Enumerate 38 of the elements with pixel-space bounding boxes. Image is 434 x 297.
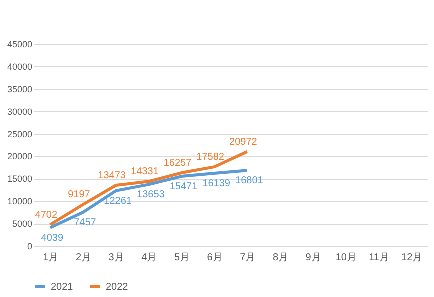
x-tick-label: 1月 (43, 252, 59, 264)
data-label: 9197 (68, 190, 91, 201)
legend-label: 2021 (51, 282, 74, 293)
y-tick-label: 40000 (7, 62, 32, 72)
x-tick-label: 5月 (174, 252, 190, 264)
x-tick-label: 12月 (402, 252, 423, 264)
data-label: 4039 (41, 232, 64, 244)
data-label: 16139 (202, 178, 231, 190)
x-tick-label: 8月 (272, 252, 289, 264)
x-tick-label: 10月 (336, 252, 357, 264)
y-tick-label: 10000 (7, 196, 32, 207)
data-label: 7457 (74, 218, 97, 229)
y-tick-label: 20000 (7, 152, 32, 162)
x-tick-label: 4月 (142, 252, 158, 264)
data-label: 20972 (230, 136, 258, 148)
x-tick-label: 11月 (369, 252, 390, 264)
x-tick-label: 7月 (240, 252, 256, 264)
legend-label: 2022 (106, 282, 129, 293)
x-tick-label: 6月 (207, 252, 223, 264)
data-label: 17582 (196, 152, 225, 164)
x-tick-label: 9月 (306, 252, 322, 264)
y-tick-label: 5000 (12, 219, 32, 230)
x-tick-label: 2月 (76, 252, 92, 264)
y-tick-label: 45000 (7, 40, 32, 50)
y-tick-label: 0 (27, 242, 32, 252)
x-tick-label: 3月 (108, 252, 124, 264)
data-label: 12261 (104, 196, 132, 207)
y-tick-label: 15000 (7, 174, 32, 184)
y-tick-label: 35000 (7, 84, 32, 94)
data-label: 13653 (137, 190, 166, 201)
y-tick-label: 30000 (7, 106, 32, 117)
data-label: 15471 (170, 182, 198, 193)
data-label: 16257 (164, 158, 192, 170)
data-label: 14331 (131, 166, 160, 178)
data-label: 4702 (35, 210, 58, 221)
data-label: 13473 (98, 170, 126, 182)
data-label: 16801 (236, 176, 264, 187)
y-tick-label: 25000 (7, 129, 32, 140)
